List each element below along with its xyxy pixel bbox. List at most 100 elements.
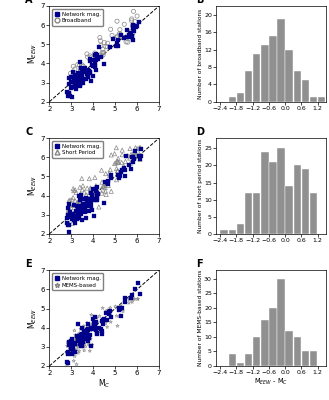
Point bbox=[66, 201, 72, 208]
Point bbox=[77, 83, 82, 90]
Point bbox=[88, 185, 93, 191]
Point bbox=[103, 184, 108, 190]
Point bbox=[65, 339, 70, 346]
Point bbox=[78, 205, 84, 211]
Point bbox=[116, 172, 121, 178]
Point bbox=[89, 321, 94, 328]
Point bbox=[68, 212, 73, 219]
Point bbox=[64, 343, 70, 349]
Point bbox=[74, 213, 79, 219]
Point bbox=[82, 328, 87, 334]
Point bbox=[85, 67, 90, 74]
Point bbox=[65, 350, 71, 356]
Point bbox=[84, 192, 89, 198]
Point bbox=[68, 340, 73, 346]
Point bbox=[136, 152, 141, 159]
Point bbox=[76, 206, 82, 212]
Point bbox=[135, 296, 140, 302]
Point bbox=[81, 63, 86, 70]
Point bbox=[92, 64, 97, 70]
Point bbox=[99, 179, 105, 185]
Point bbox=[82, 347, 87, 354]
Point bbox=[90, 73, 95, 79]
Bar bbox=[286, 186, 293, 234]
Point bbox=[65, 360, 71, 366]
Legend: Network mag., MEMS-based: Network mag., MEMS-based bbox=[52, 273, 103, 290]
Point bbox=[102, 40, 107, 46]
Point bbox=[80, 336, 85, 343]
Point bbox=[135, 13, 140, 19]
Point bbox=[69, 351, 75, 357]
Bar bbox=[261, 152, 268, 234]
Point bbox=[83, 209, 88, 215]
Point bbox=[76, 198, 82, 204]
Point bbox=[71, 217, 76, 224]
Point bbox=[128, 151, 134, 158]
Point bbox=[93, 62, 98, 68]
Point bbox=[68, 75, 73, 82]
Point bbox=[108, 312, 113, 318]
Point bbox=[130, 25, 135, 32]
Point bbox=[74, 73, 80, 80]
Point bbox=[70, 344, 75, 351]
Point bbox=[75, 336, 80, 342]
Point bbox=[95, 191, 101, 197]
Point bbox=[87, 70, 92, 76]
Point bbox=[125, 152, 131, 159]
Point bbox=[105, 44, 110, 50]
Point bbox=[70, 341, 76, 348]
Point bbox=[72, 208, 78, 214]
Point bbox=[67, 92, 72, 99]
Point bbox=[93, 182, 98, 189]
Point bbox=[108, 314, 114, 321]
Legend: Network mag., Short Period: Network mag., Short Period bbox=[52, 141, 103, 158]
Point bbox=[127, 162, 132, 168]
Point bbox=[117, 173, 122, 179]
Point bbox=[90, 63, 95, 70]
Point bbox=[116, 159, 121, 165]
Point bbox=[121, 163, 126, 169]
Bar bbox=[253, 337, 260, 366]
Point bbox=[135, 280, 140, 286]
Point bbox=[89, 206, 95, 213]
Point bbox=[65, 209, 71, 216]
Bar bbox=[293, 71, 301, 102]
Point bbox=[89, 326, 95, 332]
Point bbox=[98, 54, 103, 60]
Point bbox=[74, 336, 79, 342]
Point bbox=[71, 76, 77, 82]
Point bbox=[78, 340, 83, 346]
Bar bbox=[302, 352, 309, 366]
Point bbox=[85, 332, 90, 339]
Point bbox=[90, 193, 95, 200]
Point bbox=[126, 296, 132, 302]
Point bbox=[85, 320, 90, 326]
Point bbox=[85, 204, 90, 210]
Point bbox=[78, 76, 84, 82]
Point bbox=[79, 71, 85, 77]
X-axis label: M$_{EEW}$ - M$_C$: M$_{EEW}$ - M$_C$ bbox=[254, 376, 288, 387]
Point bbox=[77, 335, 83, 341]
Point bbox=[80, 332, 85, 338]
Point bbox=[70, 69, 76, 75]
Point bbox=[80, 68, 85, 74]
Point bbox=[132, 296, 137, 302]
Point bbox=[66, 204, 71, 211]
Point bbox=[90, 192, 95, 198]
Point bbox=[119, 313, 124, 320]
Point bbox=[77, 193, 82, 199]
Point bbox=[72, 349, 78, 356]
Point bbox=[118, 169, 123, 175]
Point bbox=[93, 326, 99, 333]
Point bbox=[123, 295, 128, 301]
Point bbox=[72, 80, 78, 86]
Point bbox=[117, 30, 122, 37]
Point bbox=[81, 328, 86, 334]
Point bbox=[135, 296, 140, 302]
Point bbox=[88, 332, 93, 338]
Point bbox=[106, 309, 112, 316]
Point bbox=[95, 56, 101, 62]
Point bbox=[79, 70, 84, 76]
Point bbox=[114, 18, 120, 24]
Point bbox=[76, 333, 81, 339]
